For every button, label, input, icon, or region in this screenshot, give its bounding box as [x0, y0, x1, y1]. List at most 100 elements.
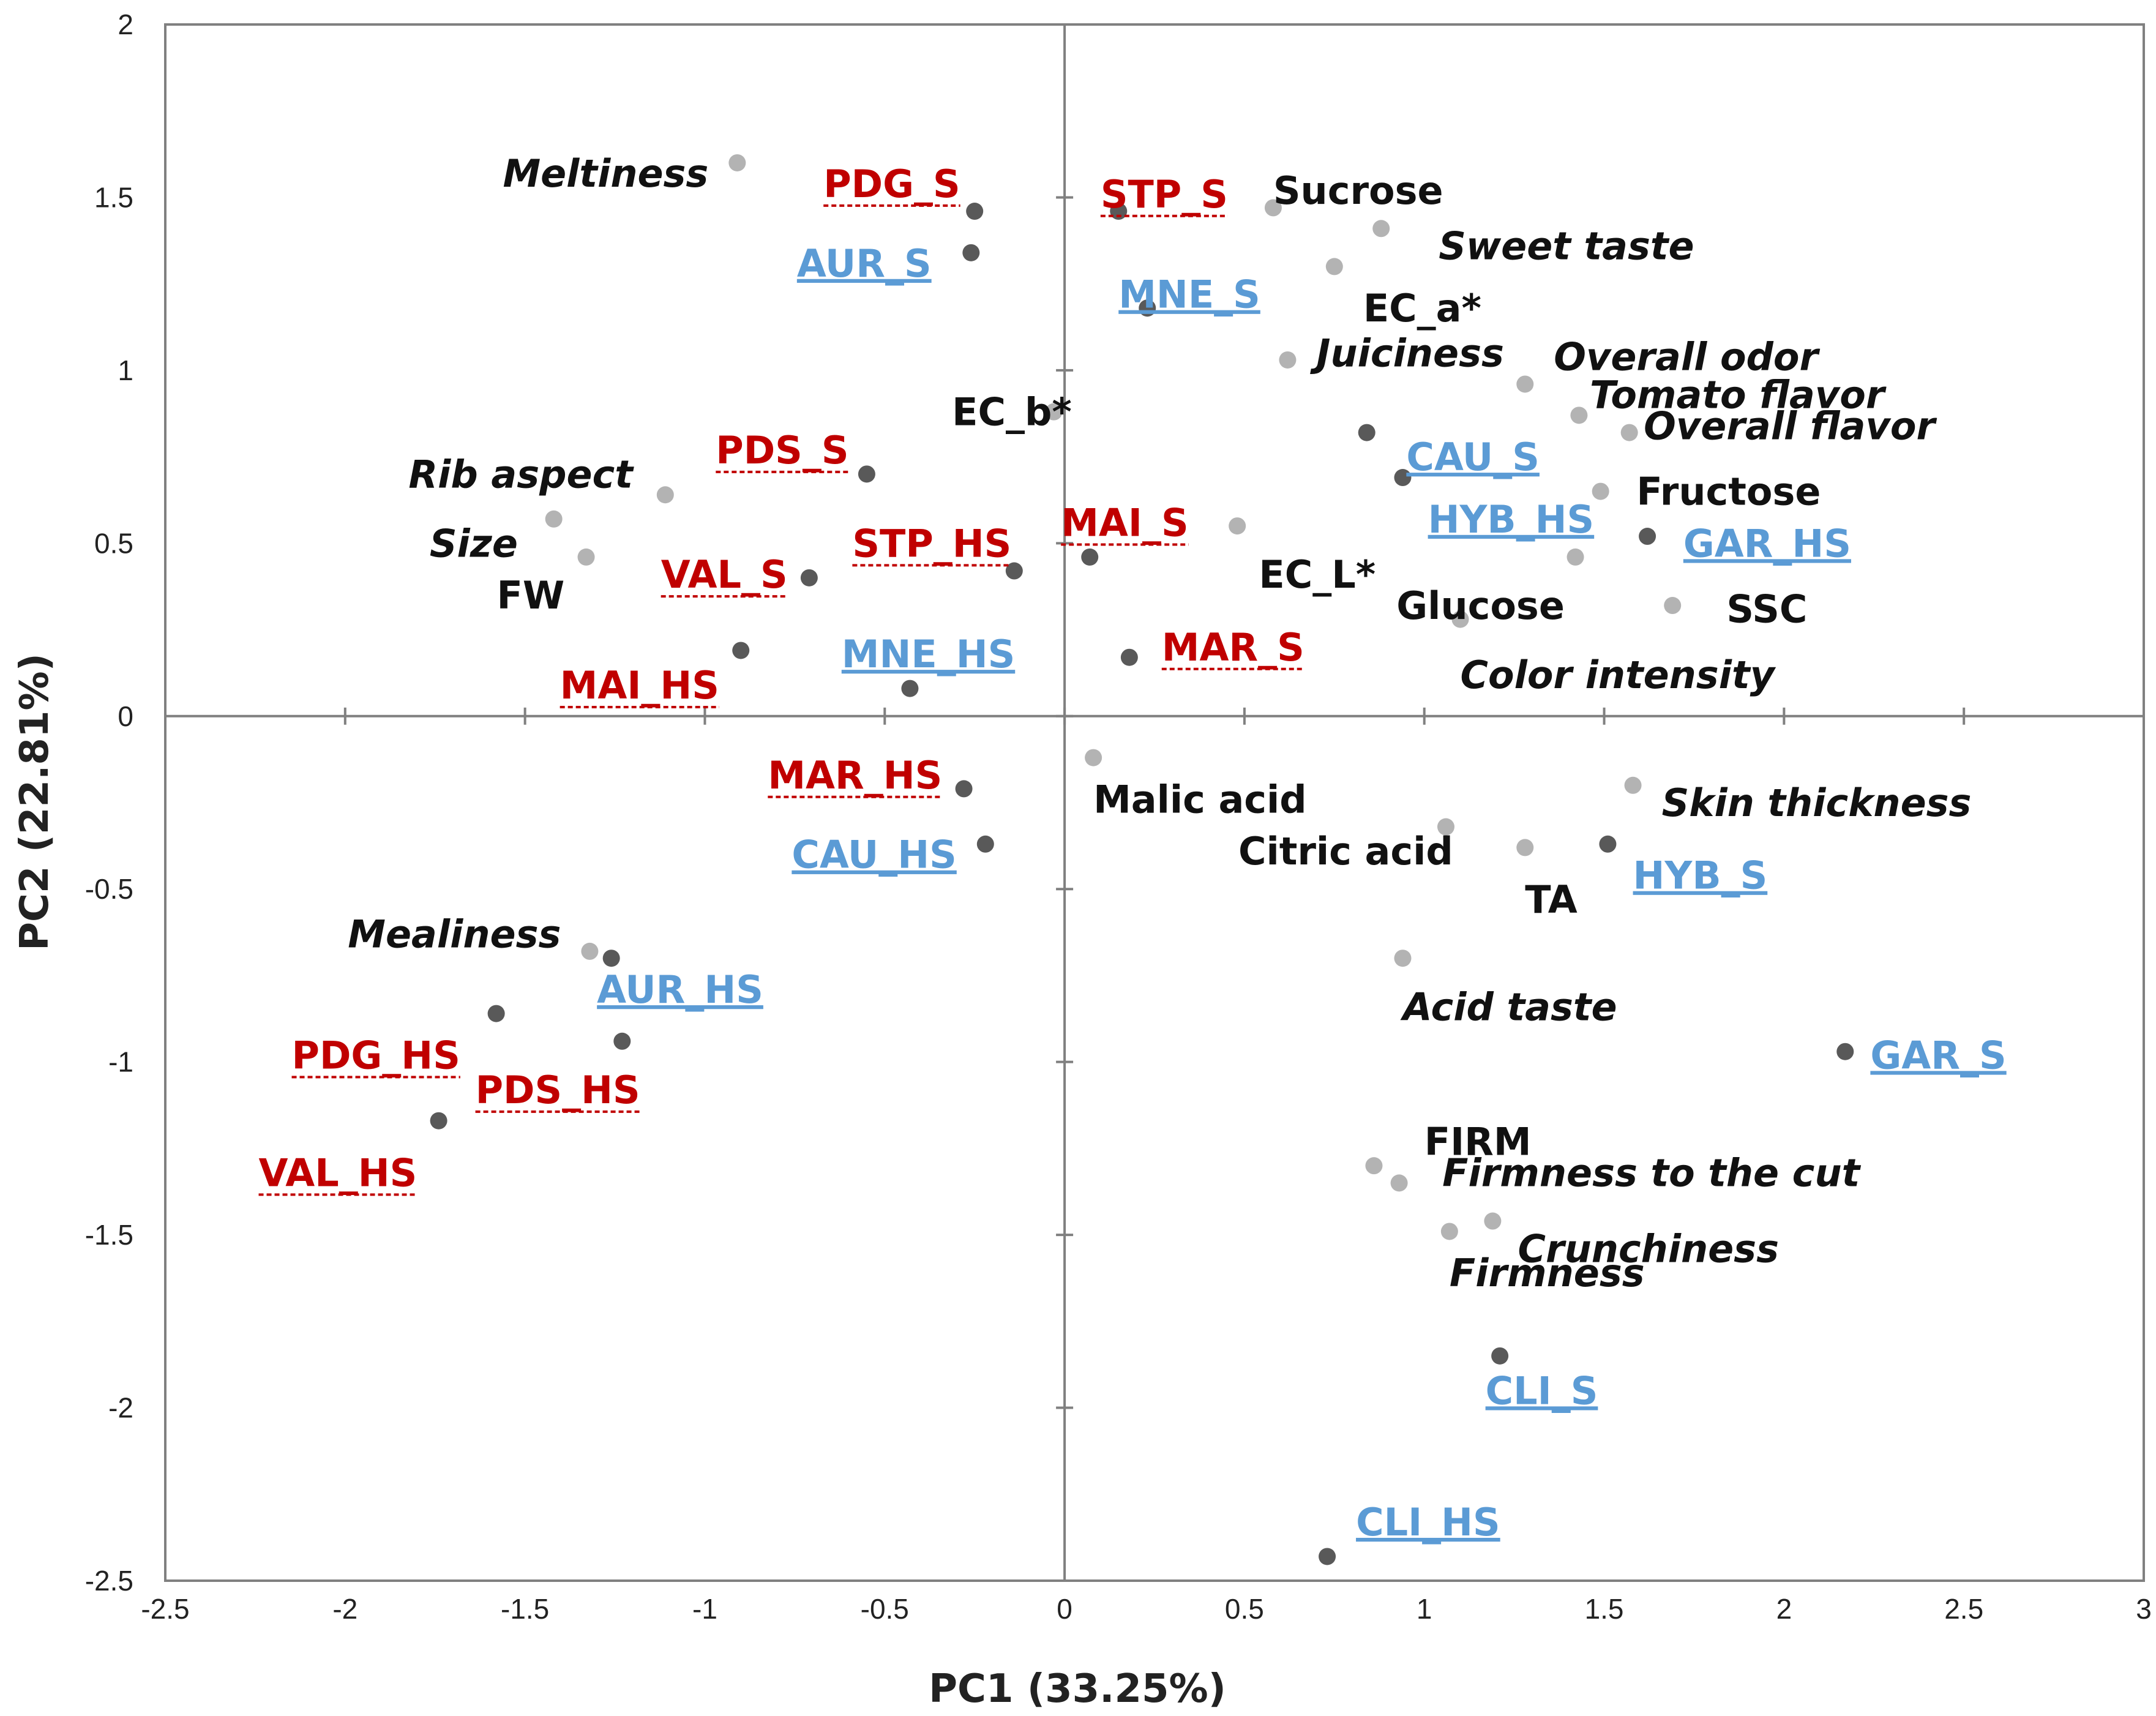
variable-label: Acid taste [1399, 984, 1617, 1029]
sample-label: CLI_HS [1356, 1500, 1500, 1545]
variable-point [1592, 482, 1609, 500]
sample-label: STP_S [1101, 172, 1228, 217]
sample-point [1599, 835, 1617, 853]
sample-label: GAR_HS [1683, 521, 1851, 566]
sample-point [1110, 203, 1128, 220]
sample-point [962, 244, 980, 261]
data-points [430, 154, 1854, 1565]
variable-label: Firmness [1450, 1251, 1645, 1295]
sample-label: MNE_S [1118, 272, 1260, 317]
sample-label: GAR_S [1870, 1033, 2006, 1077]
variable-point [581, 942, 599, 960]
sample-point [966, 203, 984, 220]
sample-point [1639, 528, 1656, 545]
sample-point [732, 642, 750, 659]
sample-label: PDS_HS [476, 1068, 640, 1112]
variable-label: Overall flavor [1644, 403, 1937, 448]
sample-point [1005, 562, 1023, 580]
sample-label: AUR_S [797, 241, 932, 286]
variable-label: FIRM [1424, 1120, 1532, 1164]
y-tick-label: -0.5 [85, 873, 133, 905]
x-tick-label: 2.5 [1944, 1593, 1983, 1625]
sample-label: STP_HS [852, 521, 1011, 566]
x-tick-label: 2 [1776, 1593, 1792, 1625]
variable-label: EC_b* [952, 390, 1072, 435]
variable-point [1624, 776, 1642, 794]
sample-label: CAU_S [1406, 435, 1540, 479]
sample-point [901, 680, 919, 697]
variable-label: Skin thickness [1662, 781, 1972, 825]
variable-label: EC_a* [1363, 286, 1481, 331]
sample-label: VAL_S [661, 552, 788, 597]
sample-point [1120, 648, 1138, 666]
variable-label: Overall odor [1554, 334, 1820, 379]
y-tick-label: 2 [118, 9, 133, 40]
variable-label: SSC [1726, 587, 1807, 632]
sample-label: HYB_HS [1428, 497, 1595, 542]
sample-point [955, 780, 973, 798]
sample-point [1139, 299, 1156, 317]
variable-label: EC_L* [1259, 552, 1376, 597]
sample-point [487, 1005, 505, 1022]
y-tick-label: 0 [118, 700, 133, 732]
y-tick-marks: 2 1.5 1 0.5 0 -0.5 -1 -1.5 -2 -2.5 [85, 9, 1074, 1597]
sample-label: MAI_HS [560, 663, 719, 708]
sample-point [1319, 1548, 1336, 1565]
variable-label: Meltiness [503, 151, 708, 196]
variable-point [1566, 548, 1584, 566]
x-tick-label: 3 [2136, 1593, 2152, 1625]
variable-point [577, 548, 595, 566]
y-tick-label: -1.5 [85, 1219, 133, 1251]
x-tick-label: 1.5 [1585, 1593, 1624, 1625]
variable-label: TA [1525, 877, 1577, 922]
sample-point [1394, 469, 1412, 487]
sample-point [1491, 1347, 1509, 1365]
x-tick-label: -2 [332, 1593, 357, 1625]
variable-label: FW [497, 573, 565, 618]
sample-label: CAU_HS [792, 833, 956, 877]
sample-label: PDG_HS [292, 1033, 460, 1077]
variable-label: Citric acid [1238, 829, 1453, 874]
variable-point [1484, 1212, 1502, 1230]
variable-point [1437, 818, 1454, 836]
x-tick-marks: -2.5 -2 -1.5 -1 -0.5 0 0.5 1 1.5 2 2.5 3 [141, 707, 2152, 1625]
variable-point [1664, 597, 1682, 615]
variable-label: Rib aspect [408, 452, 634, 496]
variable-label: Crunchiness [1518, 1227, 1780, 1272]
sample-point [1836, 1043, 1854, 1060]
variable-point [1325, 258, 1343, 275]
variable-point [1451, 610, 1469, 628]
variable-label: Glucose [1396, 583, 1565, 628]
y-tick-label: 1 [118, 354, 133, 386]
sample-label: CLI_S [1486, 1368, 1598, 1413]
y-axis-label: PC2 (22.81%) [12, 653, 58, 951]
variable-point [1516, 375, 1534, 393]
x-tick-label: 1 [1417, 1593, 1432, 1625]
y-tick-label: -1 [108, 1046, 133, 1078]
variable-point [656, 486, 674, 504]
variable-point [1085, 749, 1102, 766]
variable-point [1394, 950, 1412, 967]
variable-label: Firmness to the cut [1442, 1150, 1861, 1195]
sample-point [430, 1112, 447, 1130]
point-labels: Meltiness Sucrose Sweet taste EC_a*Juicines… [258, 151, 2007, 1545]
x-axis-label: PC1 (33.25%) [929, 1666, 1226, 1712]
sample-label: HYB_S [1633, 853, 1768, 898]
sample-label: MNE_HS [842, 632, 1015, 676]
x-tick-label: 0.5 [1225, 1593, 1264, 1625]
sample-label: PDS_S [716, 428, 848, 473]
sample-point [1081, 548, 1099, 566]
sample-label: MAI_S [1061, 500, 1188, 545]
variable-point [1440, 1223, 1458, 1240]
x-tick-label: -2.5 [141, 1593, 189, 1625]
variable-label: Fructose [1636, 470, 1821, 514]
sample-point [613, 1032, 631, 1050]
x-tick-label: -0.5 [861, 1593, 909, 1625]
variable-point [1516, 839, 1534, 856]
variable-point [1279, 351, 1297, 369]
plot-area [164, 23, 2145, 1582]
variable-point [1620, 424, 1638, 441]
variable-label: Sucrose [1273, 168, 1443, 213]
variable-point [728, 154, 746, 171]
